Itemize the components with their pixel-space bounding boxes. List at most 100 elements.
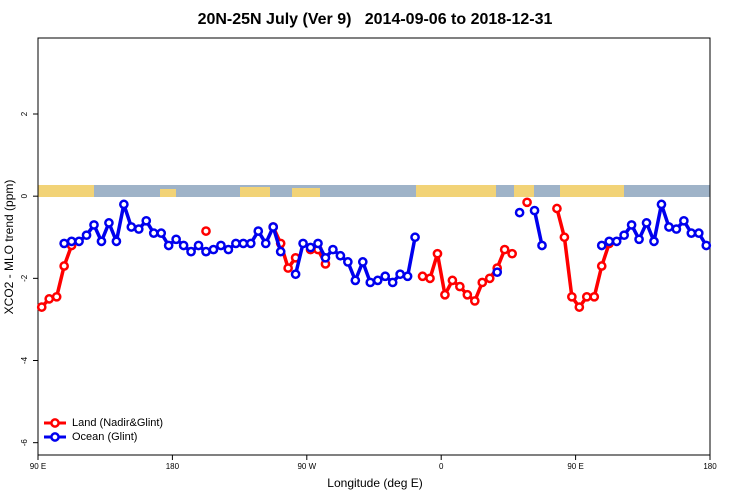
point <box>380 271 391 282</box>
point <box>275 246 286 257</box>
point <box>350 275 361 286</box>
point <box>328 244 338 255</box>
point <box>649 236 659 247</box>
point <box>365 277 376 288</box>
y-tick-label: -4 <box>20 356 29 364</box>
point <box>477 277 488 288</box>
point <box>402 271 413 282</box>
point <box>245 238 256 249</box>
point <box>701 240 712 251</box>
point <box>447 275 458 286</box>
x-tick-label: 180 <box>166 462 180 471</box>
point <box>66 236 77 247</box>
point <box>231 238 241 249</box>
point <box>537 240 547 251</box>
point <box>104 218 114 228</box>
point <box>455 281 465 292</box>
point <box>686 228 697 238</box>
y-tick-label: 0 <box>20 193 29 198</box>
map-strip <box>38 185 710 197</box>
point <box>671 224 682 234</box>
point <box>417 271 428 282</box>
x-tick-label: 90 W <box>297 462 316 471</box>
point <box>290 269 301 280</box>
point <box>283 263 293 273</box>
point <box>492 267 503 278</box>
point <box>148 228 159 238</box>
point <box>178 240 189 251</box>
point <box>693 228 704 238</box>
y-tick-label: -2 <box>20 274 29 282</box>
chart-title: 20N-25N July (Ver 9) 2014-09-06 to 2018-… <box>198 11 553 28</box>
point <box>589 291 600 302</box>
point <box>253 226 264 236</box>
x-tick-label: 90 E <box>567 462 583 471</box>
point <box>529 205 540 216</box>
point <box>357 257 368 267</box>
point <box>201 226 211 236</box>
point <box>193 240 204 251</box>
point <box>163 240 174 251</box>
point <box>626 220 637 230</box>
point <box>395 269 405 280</box>
point <box>59 261 69 271</box>
point <box>462 289 473 300</box>
point <box>216 240 226 251</box>
point <box>581 291 592 302</box>
point <box>111 236 122 247</box>
point <box>305 242 316 253</box>
point <box>208 244 219 255</box>
x-tick-label: 0 <box>439 462 444 471</box>
point <box>119 199 129 210</box>
point <box>313 238 323 249</box>
point <box>44 294 55 304</box>
point <box>171 234 181 245</box>
legend-marker <box>50 432 60 442</box>
point <box>320 252 331 263</box>
legend-label: Land (Nadir&Glint) <box>72 417 163 429</box>
point <box>514 207 525 218</box>
point <box>425 273 435 284</box>
point <box>387 277 398 288</box>
point <box>596 261 607 271</box>
y-tick-label: -6 <box>20 439 29 447</box>
point <box>559 232 570 243</box>
point <box>36 302 47 312</box>
point <box>432 248 443 259</box>
point <box>238 238 249 249</box>
point <box>372 275 383 286</box>
point <box>59 238 69 249</box>
point <box>484 273 495 284</box>
legend-marker <box>50 418 60 428</box>
point <box>268 222 279 232</box>
point <box>604 236 615 247</box>
point <box>89 220 99 230</box>
point <box>133 224 144 234</box>
point <box>552 203 562 214</box>
point <box>186 246 196 257</box>
point <box>469 296 480 306</box>
point <box>335 250 346 261</box>
y-axis-label: XCO2 - MLO trend (ppm) <box>2 180 16 315</box>
point <box>126 222 137 232</box>
point <box>641 218 652 228</box>
x-tick-label: 90 E <box>30 462 46 471</box>
point <box>298 238 308 249</box>
point <box>260 238 271 249</box>
point <box>664 222 674 232</box>
y-tick-label: 2 <box>20 111 29 116</box>
point <box>440 289 450 300</box>
point <box>679 215 689 226</box>
point <box>141 215 152 226</box>
point <box>656 199 667 210</box>
point <box>201 246 211 257</box>
point <box>81 230 92 241</box>
point <box>410 232 420 243</box>
point <box>223 244 234 255</box>
point <box>507 248 517 259</box>
point <box>51 291 62 302</box>
point <box>611 236 622 247</box>
point <box>74 236 84 247</box>
point <box>567 291 577 302</box>
point <box>499 244 510 255</box>
